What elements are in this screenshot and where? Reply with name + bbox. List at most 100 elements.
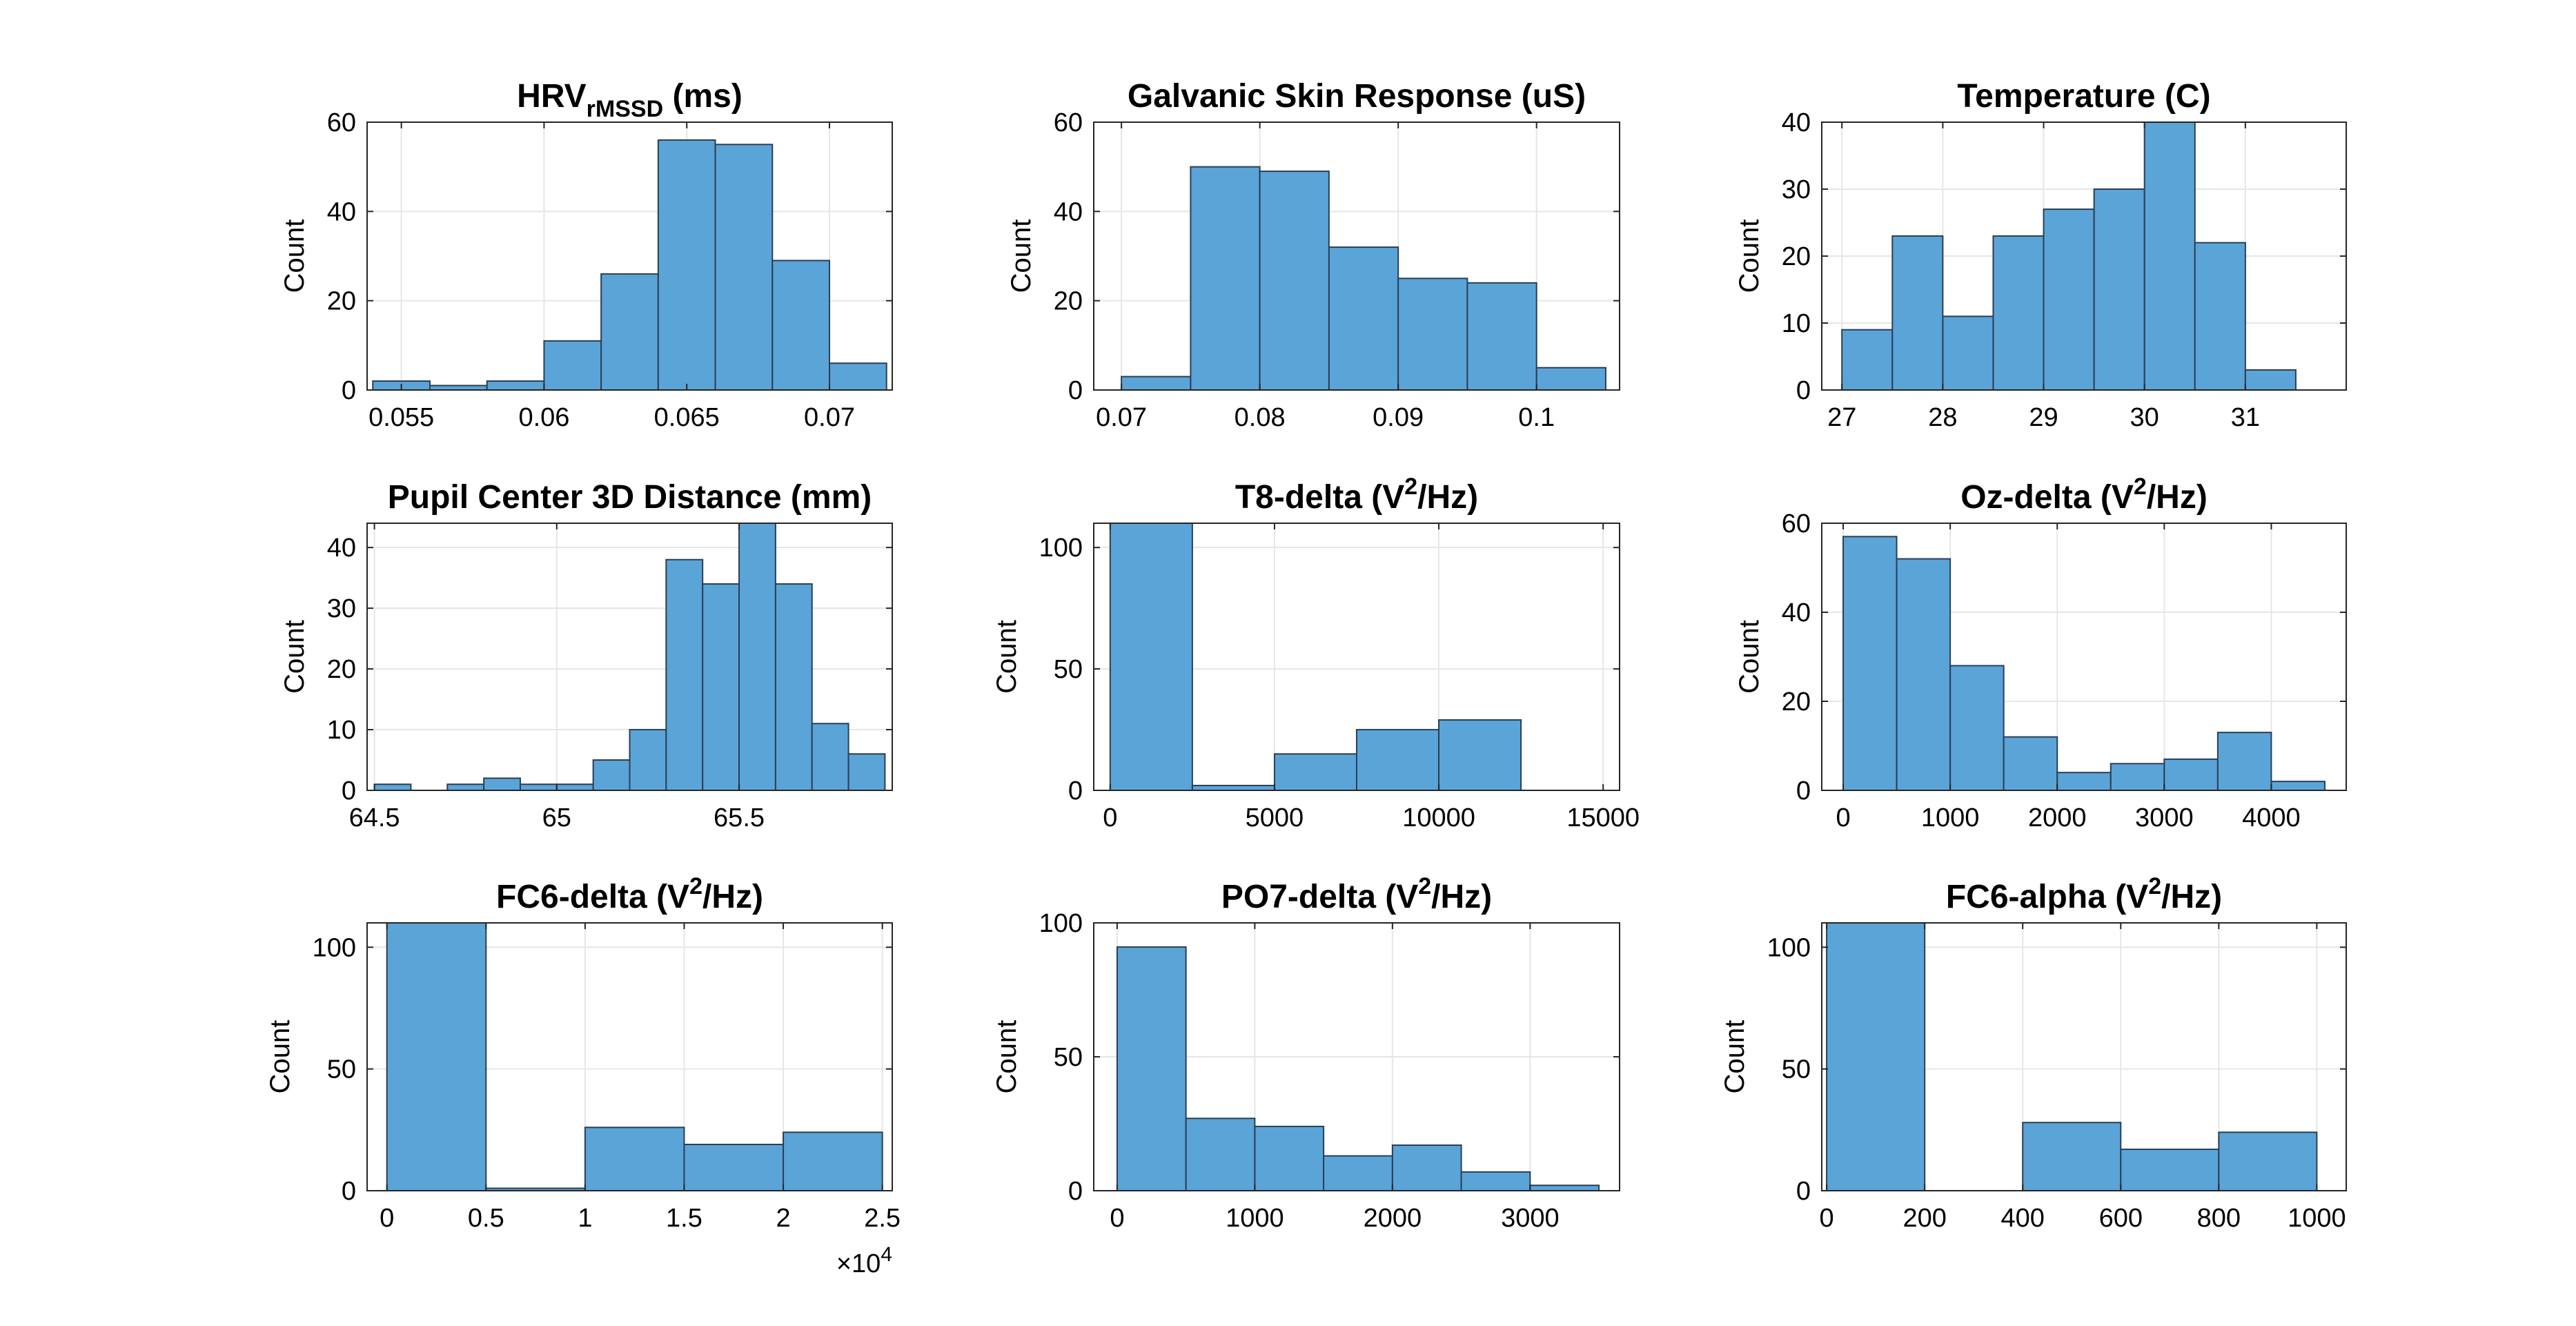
histogram-bar xyxy=(386,922,487,1191)
y-tick-label: 0 xyxy=(1796,1177,1811,1206)
axes-box xyxy=(1093,121,1620,391)
x-tick-label: 0.065 xyxy=(654,403,720,432)
histogram-bar xyxy=(774,583,813,791)
y-tick-label: 0 xyxy=(1796,376,1811,405)
histogram-bar xyxy=(665,558,704,791)
y-axis-label: Count xyxy=(265,1020,295,1094)
histogram-bar xyxy=(1529,1184,1600,1191)
x-tick-label: 2000 xyxy=(2028,803,2087,832)
chart-title: Oz-delta (V2/Hz) xyxy=(1960,474,2208,516)
histogram-bar xyxy=(584,1127,685,1191)
chart-panel-3: 27 28 29 30 31 0 10 20 30 40 Count Temperature (C) xyxy=(1734,78,2347,432)
histogram-bar xyxy=(1116,946,1187,1192)
x-tick-label: 800 xyxy=(2197,1204,2241,1233)
x-tick-label: 0.08 xyxy=(1235,403,1286,432)
chart-title: FC6-alpha (V2/Hz) xyxy=(1946,873,2222,915)
histogram-bar xyxy=(1254,1125,1325,1192)
histogram-bar xyxy=(1191,784,1275,791)
histogram-bar xyxy=(783,1131,883,1192)
y-tick-label: 0 xyxy=(1796,777,1811,806)
y-tick-label: 30 xyxy=(1782,175,1811,204)
histogram-bar xyxy=(1185,1118,1256,1191)
histogram-bar xyxy=(714,144,774,391)
y-tick-label: 60 xyxy=(1054,108,1083,137)
x-tick-label: 0.09 xyxy=(1373,403,1424,432)
x-tick-label: 400 xyxy=(2001,1204,2045,1233)
y-tick-label: 50 xyxy=(327,1055,356,1084)
x-tick-label: 65 xyxy=(542,803,571,832)
y-tick-label: 40 xyxy=(327,534,356,563)
y-tick-label: 60 xyxy=(327,108,356,137)
histogram-bar xyxy=(1438,719,1522,792)
x-tick-label: 1 xyxy=(578,1204,592,1233)
x-tick-label: 0.5 xyxy=(468,1204,504,1233)
chart-panel-4: 64.5 65 65.5 0 10 20 30 40 Count Pupil Center 3D … xyxy=(279,479,893,832)
axes-box xyxy=(366,523,893,791)
x-tick-label: 0.06 xyxy=(518,403,569,432)
chart-title: HRVrMSSD (ms) xyxy=(517,78,743,122)
x-tick-label: 2.5 xyxy=(864,1204,901,1233)
y-tick-label: 20 xyxy=(1054,287,1083,316)
histogram-bar xyxy=(486,380,545,391)
histogram-bar xyxy=(543,340,602,391)
histogram-bar xyxy=(373,783,412,792)
histogram-bar xyxy=(1273,753,1357,792)
histogram-bar xyxy=(1190,166,1261,391)
y-tick-label: 40 xyxy=(1782,598,1811,627)
y-tick-label: 40 xyxy=(1054,197,1083,226)
histogram-bar xyxy=(657,139,716,391)
x-tick-label: 600 xyxy=(2099,1204,2143,1233)
y-tick-label: 20 xyxy=(1782,242,1811,271)
histogram-bar xyxy=(519,783,558,792)
chart-panel-6: 0 1000 2000 3000 4000 0 20 40 60 Count Oz-delta (V… xyxy=(1734,474,2347,832)
chart-panel-5: 0 5000 10000 15000 0 50 100 Count T8-delta (V2/H… xyxy=(992,474,1640,832)
x-tick-label: 65.5 xyxy=(714,803,765,832)
histogram-bar xyxy=(1397,277,1468,391)
histogram-bar xyxy=(1942,315,1994,391)
x-tick-label: 4000 xyxy=(2242,803,2301,832)
y-tick-label: 30 xyxy=(327,594,356,623)
histogram-bar xyxy=(1391,1144,1462,1192)
histogram-bar xyxy=(1891,235,1944,391)
x-tick-label: 0.1 xyxy=(1518,403,1555,432)
x-tick-label: 5000 xyxy=(1246,803,1304,832)
chart-panel-2: 0.07 0.08 0.09 0.1 0 20 40 60 Count Galvanic Skin… xyxy=(1006,78,1620,432)
histogram-bar xyxy=(2093,188,2145,391)
histogram-bar xyxy=(483,777,521,791)
x-tick-label: 1.5 xyxy=(666,1204,702,1233)
axes-box xyxy=(1093,523,1620,791)
x-tick-label: 0 xyxy=(380,1204,394,1233)
x-tick-label: 30 xyxy=(2130,403,2159,432)
y-axis-label: Count xyxy=(1006,220,1036,293)
x-tick-label: 0.07 xyxy=(804,403,855,432)
histogram-bar xyxy=(1466,282,1537,391)
x-tick-label: 27 xyxy=(1827,403,1856,432)
x-exponent-label: ×104 xyxy=(836,1243,892,1278)
y-axis-label: Count xyxy=(1734,220,1764,293)
histogram-bar xyxy=(1121,376,1192,391)
axes-box xyxy=(366,121,893,391)
histogram-bar xyxy=(2056,772,2112,791)
chart-title: Galvanic Skin Response (uS) xyxy=(1128,78,1586,115)
x-tick-label: 1000 xyxy=(1921,803,1980,832)
histogram-bar xyxy=(702,583,740,791)
x-tick-label: 1000 xyxy=(1226,1204,1284,1233)
histogram-bar xyxy=(2022,1122,2122,1191)
axes-box xyxy=(366,922,893,1191)
y-axis-label: Count xyxy=(992,1020,1022,1094)
y-axis-label: Count xyxy=(279,220,310,293)
x-tick-label: 28 xyxy=(1928,403,1957,432)
histogram-bar xyxy=(1841,329,1894,391)
axes-box xyxy=(1821,523,2347,791)
chart-title: Temperature (C) xyxy=(1957,78,2210,115)
y-tick-label: 10 xyxy=(327,716,356,745)
histogram-bar xyxy=(446,783,485,792)
histogram-bar xyxy=(2194,242,2246,391)
histogram-bar xyxy=(683,1143,785,1191)
y-tick-label: 0 xyxy=(1068,777,1083,806)
x-tick-label: 64.5 xyxy=(349,803,400,832)
x-tick-label: 0.07 xyxy=(1096,403,1147,432)
histogram-bar xyxy=(738,523,776,791)
y-tick-label: 0 xyxy=(342,376,356,405)
